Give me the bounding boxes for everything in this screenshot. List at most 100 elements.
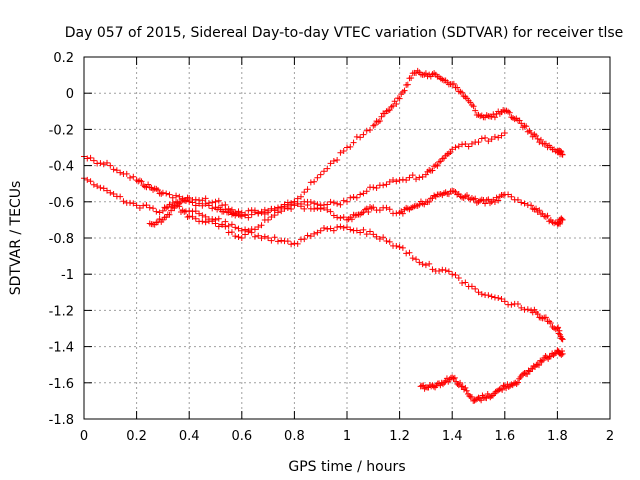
data-point [521, 200, 528, 207]
data-point [488, 293, 495, 300]
data-point [485, 138, 492, 145]
series-2 [81, 130, 508, 218]
data-point [168, 207, 175, 214]
x-tick-label: 1.2 [389, 429, 410, 444]
data-points [81, 67, 566, 404]
data-point [317, 171, 324, 178]
data-point [530, 362, 537, 369]
data-point [501, 130, 508, 137]
data-point [228, 206, 235, 213]
data-point [104, 159, 111, 166]
data-point [468, 283, 475, 290]
data-point [127, 174, 134, 181]
data-point [294, 200, 301, 207]
data-point [238, 227, 245, 234]
data-point [365, 208, 372, 215]
data-point [449, 271, 456, 278]
x-tick-label: 0.6 [231, 429, 252, 444]
data-point [533, 132, 540, 139]
data-point [278, 237, 285, 244]
data-point [235, 208, 242, 215]
data-point [393, 178, 400, 185]
data-point [156, 209, 163, 216]
data-point [472, 107, 479, 114]
data-point [559, 151, 566, 158]
data-point [534, 311, 541, 318]
data-point [360, 131, 367, 138]
data-point [136, 205, 143, 212]
data-point [495, 294, 502, 301]
data-point [94, 183, 101, 190]
data-point [344, 224, 350, 231]
data-point [232, 233, 239, 240]
data-point [107, 189, 114, 196]
data-point [209, 215, 216, 222]
data-point [215, 223, 222, 230]
data-point [485, 196, 492, 203]
data-point [281, 205, 288, 212]
data-point [524, 306, 531, 313]
data-point [507, 382, 514, 389]
data-point [544, 212, 551, 219]
data-point [452, 271, 459, 278]
data-point [429, 266, 436, 273]
data-point [455, 143, 462, 150]
data-point [288, 205, 295, 212]
data-point [284, 238, 291, 245]
data-point [547, 353, 554, 360]
series-4 [186, 207, 566, 343]
data-point [169, 194, 176, 201]
data-point [533, 205, 540, 212]
data-point [173, 192, 180, 199]
data-point [284, 204, 291, 211]
data-point [360, 190, 367, 197]
y-tick-label: -1.2 [49, 304, 74, 319]
data-point [555, 220, 562, 227]
x-tick-label: 1.8 [547, 429, 568, 444]
data-point [104, 187, 111, 194]
data-point [426, 260, 433, 267]
data-point [363, 231, 370, 238]
data-point [97, 160, 104, 167]
data-point [500, 382, 507, 389]
data-point [222, 223, 229, 230]
data-point [536, 207, 543, 214]
data-point [353, 194, 360, 201]
data-point [399, 244, 406, 251]
x-tick-label: 1.4 [442, 429, 463, 444]
data-point [146, 204, 153, 211]
data-point [127, 199, 134, 206]
data-point [459, 89, 466, 96]
data-point [472, 285, 479, 292]
data-point [87, 178, 94, 185]
data-point [454, 84, 461, 91]
data-point [327, 208, 334, 215]
data-point [274, 209, 281, 216]
data-point [556, 327, 563, 334]
data-point [255, 232, 262, 239]
data-point [350, 193, 357, 200]
x-tick-label: 1.6 [494, 429, 515, 444]
data-point [301, 236, 308, 243]
data-point [274, 238, 281, 245]
data-point [491, 133, 498, 140]
data-point [390, 176, 397, 183]
data-point [470, 103, 477, 110]
data-point [120, 198, 127, 205]
data-point [524, 371, 531, 378]
y-tick-label: -0.2 [49, 123, 74, 138]
data-point [518, 199, 525, 206]
data-point [376, 118, 383, 125]
data-point [514, 196, 521, 203]
data-point [371, 121, 378, 128]
data-point [284, 199, 291, 206]
data-point [212, 216, 219, 223]
data-point [468, 140, 475, 147]
data-point [320, 168, 327, 175]
data-point [482, 134, 489, 141]
data-point [404, 81, 411, 88]
data-point [228, 229, 235, 236]
data-point [202, 200, 209, 207]
y-tick-label: -1 [61, 268, 74, 283]
data-point [380, 234, 387, 241]
